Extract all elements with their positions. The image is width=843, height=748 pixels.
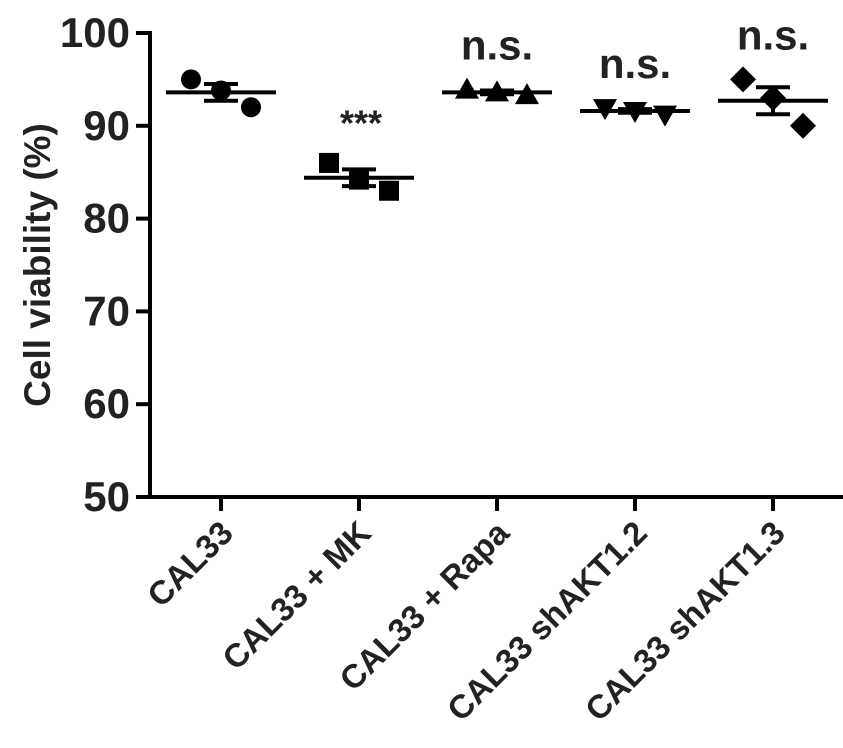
data-point <box>379 180 399 201</box>
y-tick-label: 60 <box>83 380 130 427</box>
significance-label: n.s. <box>737 11 809 58</box>
data-point <box>730 66 756 93</box>
data-point <box>241 97 261 118</box>
significance-label: n.s. <box>461 22 533 69</box>
data-point <box>319 152 339 173</box>
y-tick-label: 90 <box>83 102 130 149</box>
y-tick-label: 100 <box>60 9 130 56</box>
marks-layer: *** n.s. n.s. n.s. <box>166 11 828 201</box>
y-tick-label: 70 <box>83 287 130 334</box>
significance-label: n.s. <box>599 40 671 87</box>
data-point <box>790 112 816 139</box>
data-point <box>181 69 201 90</box>
y-tick-label: 80 <box>83 195 130 242</box>
data-point <box>653 105 677 127</box>
significance-label: *** <box>340 102 382 143</box>
y-axis-label: Cell viability (%) <box>17 123 58 407</box>
x-tick-label: CAL33 <box>140 514 240 614</box>
data-point <box>455 77 479 99</box>
y-tick-label: 50 <box>83 473 130 520</box>
